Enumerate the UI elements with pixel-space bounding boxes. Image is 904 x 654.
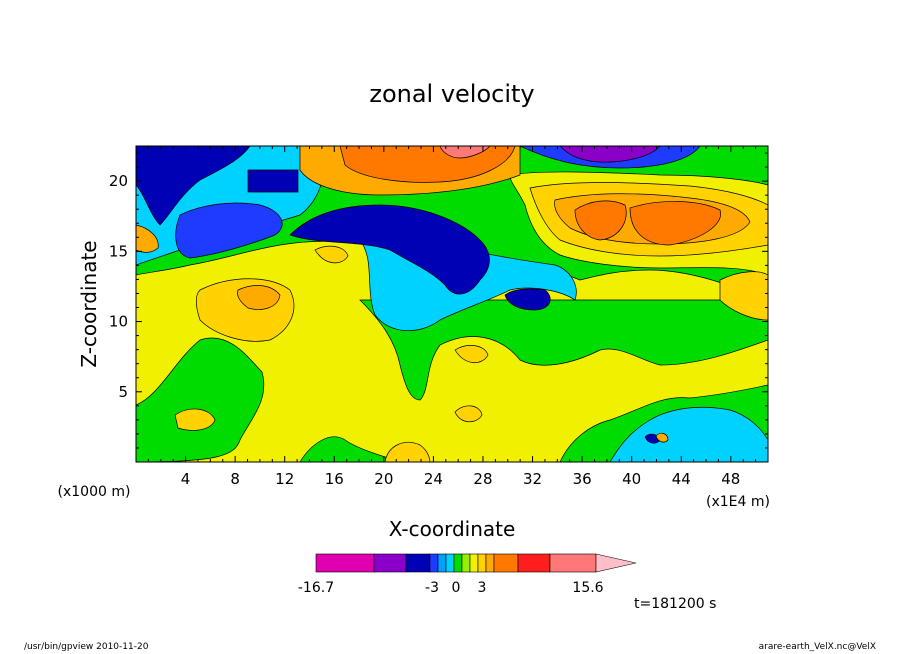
x-tick-label: 16	[325, 470, 344, 488]
plot-frame	[135, 145, 769, 463]
x-tick-label: 20	[374, 470, 393, 488]
colorbar-band	[429, 553, 439, 573]
x-tick-label: 44	[672, 470, 691, 488]
y-axis-ticks: 5 10 15 20	[109, 152, 768, 449]
x-tick-label: 36	[573, 470, 592, 488]
x-tick-label: 32	[523, 470, 542, 488]
y-axis-label: Z-coordinate	[77, 240, 101, 367]
x-tick-label: 24	[424, 470, 443, 488]
x-unit-label: (x1E4 m)	[706, 494, 770, 510]
colorbar-band	[461, 553, 471, 573]
x-tick-label: 28	[473, 470, 492, 488]
colorbar-band	[477, 553, 487, 573]
x-tick-label: 40	[622, 470, 641, 488]
contour-green-lower-left	[136, 337, 265, 462]
x-axis-label: X-coordinate	[389, 517, 516, 541]
colorbar-band	[405, 553, 431, 573]
contour-cyan-lower-right	[609, 406, 768, 462]
colorbar-label: 0	[452, 580, 461, 596]
footer-right: arare-earth_VelX.nc@VelX	[758, 642, 876, 652]
contour-orange-lower-2	[384, 441, 431, 462]
contour-orange-mid-blob	[454, 345, 489, 363]
colorbar-band	[493, 553, 519, 573]
x-axis-ticks: 4 8 12 16 20 24 28 32 36 40 44 48	[147, 146, 757, 488]
x-tick-label: 12	[275, 470, 294, 488]
contour-orange-left-core	[237, 285, 281, 310]
y-tick-label: 15	[109, 242, 128, 260]
colorbar-label: 3	[478, 580, 487, 596]
colorbar-band	[453, 553, 463, 573]
colorbar-label: -16.7	[298, 580, 334, 596]
colorbar-labels: -16.7 -3 0 3 15.6	[298, 580, 604, 596]
colorbar-arrow	[595, 553, 637, 573]
y-tick-label: 20	[109, 172, 128, 190]
colorbar-band	[315, 553, 375, 573]
contour-blue-right-spot	[504, 288, 551, 311]
contour-blue-jet	[289, 204, 490, 295]
footer-left: /usr/bin/gpview 2010-11-20	[24, 642, 149, 652]
contour-orange-mid-blob-2	[314, 245, 349, 264]
contour-orange-lower-3	[454, 405, 483, 423]
colorbar-label: 15.6	[572, 580, 603, 596]
x-tick-label: 48	[721, 470, 740, 488]
colorbar-band	[373, 553, 407, 573]
time-label: t=181200 s	[634, 596, 716, 612]
chart-title: zonal velocity	[369, 80, 534, 108]
colorbar-band	[437, 553, 447, 573]
contour-blue-upper-left-2	[175, 202, 283, 259]
contour-pink-top-mid	[439, 146, 491, 159]
contour-orange-dark-right-2	[629, 201, 721, 246]
z-unit-label: (x1000 m)	[58, 484, 131, 500]
contour-purple-top-right	[559, 146, 661, 163]
x-tick-label: 8	[230, 470, 240, 488]
x-tick-label: 4	[181, 470, 191, 488]
colorbar-label: -3	[425, 580, 439, 596]
contour-blue-box	[247, 169, 299, 193]
colorbar-band	[517, 553, 551, 573]
colorbar	[315, 553, 637, 573]
y-tick-label: 5	[118, 383, 128, 401]
contour-orange-dark-right-1	[574, 200, 627, 241]
colorbar-band	[549, 553, 597, 573]
contour-blue-upper-left	[136, 146, 251, 226]
y-tick-label: 10	[109, 313, 128, 331]
colorbar-band	[469, 553, 479, 573]
contour-field	[136, 146, 768, 462]
contour-green-center	[359, 299, 768, 401]
colorbar-band	[445, 553, 455, 573]
colorbar-band	[485, 553, 495, 573]
contour-orange-lower-1	[174, 408, 216, 431]
contour-orange-right-blob	[719, 271, 768, 321]
contour-orange-vortex	[655, 432, 669, 443]
